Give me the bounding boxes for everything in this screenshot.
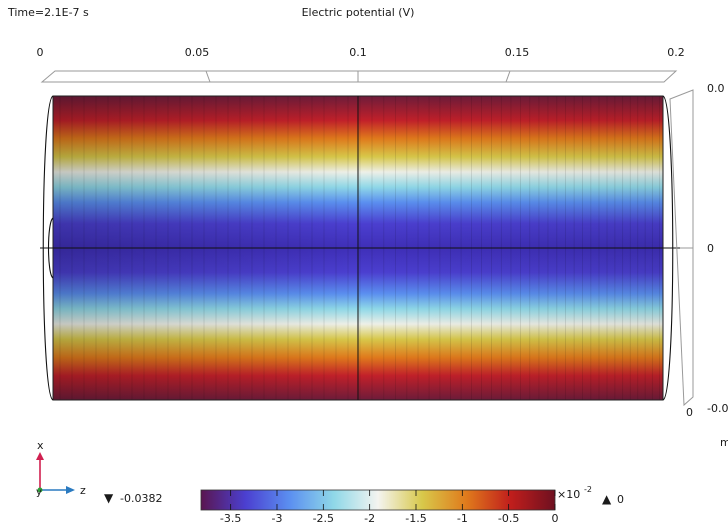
axis-lines <box>40 96 692 400</box>
colorbar-tick-label: -2 <box>364 512 375 525</box>
r-tick-label-small: 0 <box>686 406 693 419</box>
colorbar-tick-label: -3 <box>272 512 283 525</box>
coordinate-triad: x y z <box>36 439 86 498</box>
z-tick-label: 0.05 <box>185 46 210 59</box>
z-tick-label: 0 <box>37 46 44 59</box>
r-tick-label: -0.0 <box>707 402 728 415</box>
time-label: Time=2.1E-7 s <box>7 6 89 19</box>
r-axis-unit: m <box>720 436 728 449</box>
z-tick-label: 0.1 <box>349 46 367 59</box>
z-tick-label: 0.2 <box>667 46 685 59</box>
colorbar-tick-label: -3.5 <box>220 512 241 525</box>
legend-max-value: 0 <box>617 493 624 506</box>
triad-x-label: x <box>37 439 44 452</box>
r-axis-box <box>669 89 694 407</box>
x-arrow-head <box>36 452 44 460</box>
z-axis-ticks: 0 0.05 0.1 0.15 0.2 <box>37 46 685 59</box>
r-tick-label: 0.0 <box>707 82 725 95</box>
z-arrow-head <box>66 486 75 494</box>
z-axis-box <box>40 70 678 83</box>
color-legend: ▼ -0.0382 -3.5 -3 -2.5 -2 -1.5 -1 -0.5 0 ×10 -2… <box>104 485 624 525</box>
colorbar <box>200 489 556 511</box>
colorbar-tick-label: -2.5 <box>313 512 334 525</box>
legend-exponent-power: -2 <box>584 485 592 494</box>
y-axis-dot <box>37 487 43 493</box>
triad-z-label: z <box>80 484 86 497</box>
plot-title: Electric potential (V) <box>302 6 415 19</box>
legend-exponent-label: ×10 <box>557 488 580 501</box>
legend-min-value: -0.0382 <box>120 492 162 505</box>
triad-y-label: y <box>36 487 42 498</box>
r-axis-ticks: 0.0 0 -0.0 0 m <box>686 82 728 449</box>
colorbar-tick-label: -1.5 <box>405 512 426 525</box>
colorbar-tick-label: -1 <box>457 512 468 525</box>
colorbar-tick-label: -0.5 <box>498 512 519 525</box>
colorbar-tick-label: 0 <box>552 512 559 525</box>
z-tick-label: 0.15 <box>505 46 530 59</box>
r-tick-label: 0 <box>707 242 714 255</box>
colorbar-ticks: -3.5 -3 -2.5 -2 -1.5 -1 -0.5 0 <box>220 490 559 525</box>
max-marker-icon: ▲ <box>602 492 612 506</box>
min-marker-icon: ▼ <box>104 491 114 505</box>
